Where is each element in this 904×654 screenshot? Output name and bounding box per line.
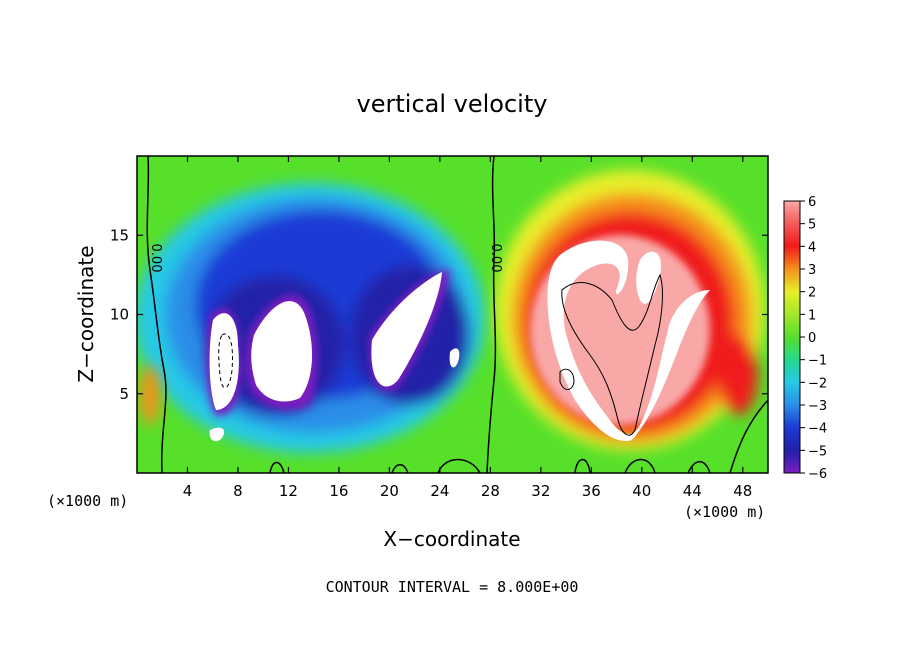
colorbar-label: 3 bbox=[808, 263, 816, 278]
negative-contour-dashed bbox=[218, 333, 233, 388]
x-tick-label: 48 bbox=[733, 482, 752, 500]
positive-contour-small bbox=[559, 368, 575, 390]
zero-contour-middle bbox=[486, 156, 497, 473]
bottom-contour-6 bbox=[687, 461, 711, 473]
x-tick-label: 24 bbox=[430, 482, 449, 500]
x-tick-label: 32 bbox=[531, 482, 550, 500]
colorbar-label: −3 bbox=[808, 399, 827, 414]
colorbar-label: −5 bbox=[808, 444, 827, 459]
x-tick-label: 4 bbox=[183, 482, 193, 500]
x-tick-label: 16 bbox=[329, 482, 348, 500]
contour-label-left: 0.00 bbox=[148, 244, 163, 273]
y-axis-label: Z−coordinate bbox=[74, 245, 98, 382]
x-tick-label: 28 bbox=[481, 482, 500, 500]
colorbar-label: 2 bbox=[808, 286, 816, 301]
colorbar-label: −2 bbox=[808, 376, 827, 391]
y-tick-label: 10 bbox=[110, 306, 129, 324]
chart-title: vertical velocity bbox=[357, 90, 548, 118]
bottom-contour-2 bbox=[391, 464, 409, 473]
x-tick-label: 36 bbox=[582, 482, 601, 500]
contour-interval-note: CONTOUR INTERVAL = 8.000E+00 bbox=[326, 578, 579, 596]
colorbar-label: −1 bbox=[808, 354, 827, 369]
colorbar-labels: 6 5 4 3 2 1 0 −1 −2 −3 −4 −5 −6 bbox=[800, 195, 827, 482]
x-tick-label: 8 bbox=[233, 482, 243, 500]
y-tick-label: 5 bbox=[119, 385, 129, 403]
colorbar-label: 0 bbox=[808, 331, 816, 346]
x-tick-label: 12 bbox=[279, 482, 298, 500]
y-axis-ticks: 5 10 15 bbox=[110, 226, 768, 403]
zero-contour-left bbox=[146, 156, 167, 473]
x-tick-label: 40 bbox=[632, 482, 651, 500]
x-tick-label: 44 bbox=[683, 482, 702, 500]
x-axis-ticks: 4 8 12 16 20 24 28 32 36 40 44 48 bbox=[183, 156, 752, 500]
bottom-contour-5 bbox=[624, 458, 656, 473]
colorbar-label: 1 bbox=[808, 308, 816, 323]
x-axis-label: X−coordinate bbox=[383, 527, 520, 551]
bottom-contour-4 bbox=[574, 458, 591, 473]
x-unit-right: (×1000 m) bbox=[684, 503, 765, 521]
colorbar-label: −6 bbox=[808, 467, 827, 482]
y-tick-label: 15 bbox=[110, 226, 129, 244]
colorbar-label: 4 bbox=[808, 240, 816, 255]
heatmap-field bbox=[137, 156, 768, 473]
downdraft-saturated bbox=[209, 272, 460, 442]
positive-contour-updraft bbox=[561, 273, 663, 436]
colorbar bbox=[783, 200, 801, 474]
x-tick-label: 20 bbox=[380, 482, 399, 500]
bottom-contour-1 bbox=[269, 461, 285, 473]
colorbar-label: 6 bbox=[808, 195, 816, 210]
right-edge-contour bbox=[729, 399, 768, 473]
updraft-saturated bbox=[547, 240, 710, 441]
contour-lines bbox=[146, 156, 768, 473]
x-unit-left: (×1000 m) bbox=[47, 492, 128, 510]
contour-label-middle: 0.00 bbox=[488, 244, 503, 273]
colorbar-label: 5 bbox=[808, 218, 816, 233]
colorbar-label: −4 bbox=[808, 422, 827, 437]
